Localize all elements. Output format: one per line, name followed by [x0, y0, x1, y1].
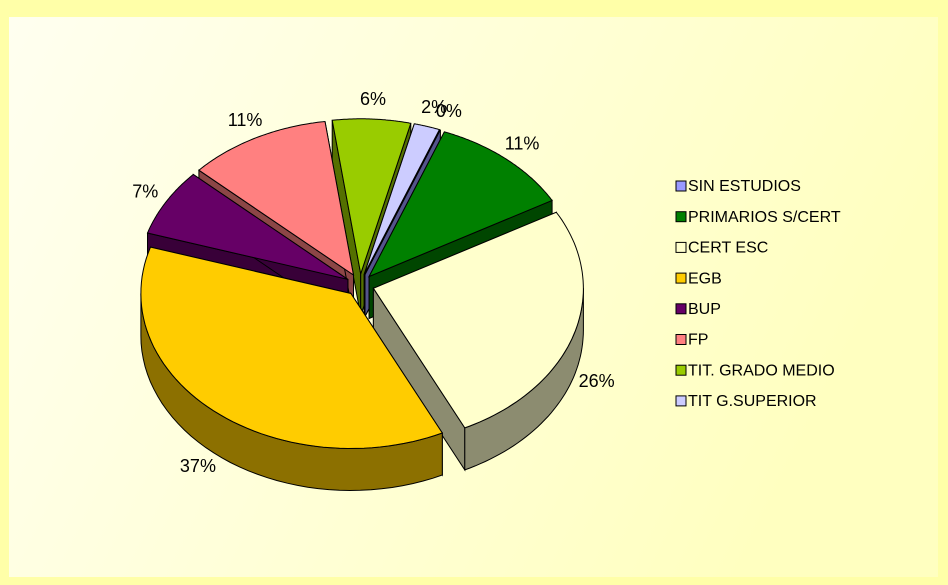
legend-label: FP [688, 332, 708, 349]
data-label: 11% [505, 134, 540, 154]
data-label: 11% [228, 110, 263, 130]
data-label: 37% [180, 456, 216, 476]
legend-swatch [675, 241, 687, 253]
slice [364, 129, 441, 275]
legend-swatch [675, 211, 687, 223]
slice [368, 131, 553, 278]
slice [331, 118, 412, 274]
legend-swatch [675, 364, 687, 376]
legend-label: TIT. GRADO MEDIO [688, 362, 835, 379]
data-label: 7% [132, 181, 158, 201]
slice [372, 211, 584, 429]
data-label: 0% [436, 101, 462, 121]
legend-label: CERT ESC [688, 240, 768, 257]
legend-swatch [675, 334, 687, 345]
data-label: 2% [421, 97, 447, 117]
data-label: 26% [579, 371, 615, 391]
legend-label: EGB [688, 270, 722, 287]
slice [198, 120, 355, 277]
legend-label: BUP [688, 301, 721, 318]
legend: SIN ESTUDIOS PRIMARIOS S/CERT CERT ESC EGB B… [675, 178, 841, 410]
pie: 0% 11% 26% 37% 7% 11% 6% 2% [132, 89, 615, 492]
legend-swatch [675, 272, 687, 284]
legend-swatch [675, 180, 687, 192]
legend-label: PRIMARIOS S/CERT [688, 209, 841, 226]
slice [363, 123, 441, 275]
slice [140, 246, 444, 450]
legend-label: SIN ESTUDIOS [688, 178, 801, 195]
legend-label: TIT G.SUPERIOR [688, 393, 817, 410]
legend-swatch [675, 303, 687, 315]
slice [146, 173, 349, 280]
data-label: 6% [360, 89, 386, 109]
legend-swatch [675, 395, 687, 407]
